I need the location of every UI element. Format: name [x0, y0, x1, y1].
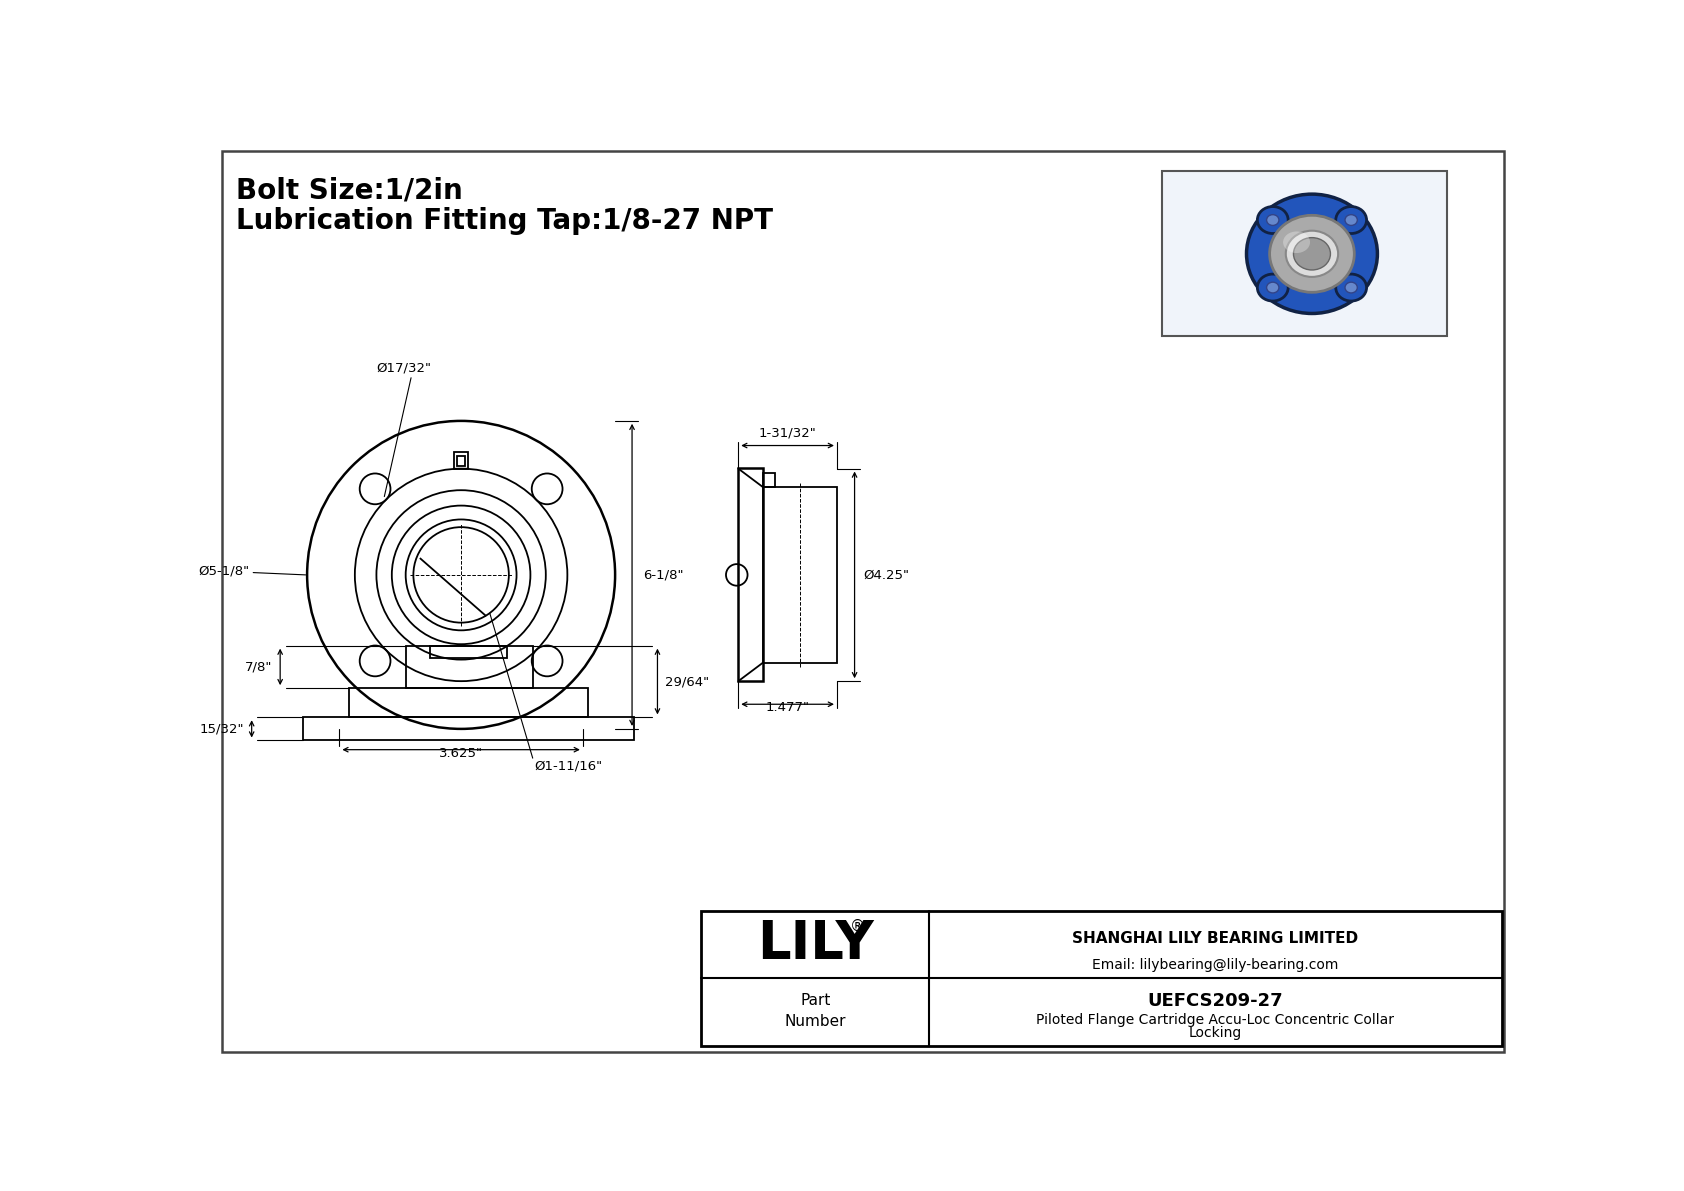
- Text: Ø5-1/8": Ø5-1/8": [199, 565, 249, 578]
- Text: UEFCS209-27: UEFCS209-27: [1147, 992, 1283, 1010]
- Bar: [763, 473, 775, 487]
- Bar: [350, 688, 588, 717]
- Ellipse shape: [1293, 238, 1330, 270]
- Ellipse shape: [1287, 231, 1339, 276]
- Text: 1-31/32": 1-31/32": [759, 426, 817, 439]
- Bar: [406, 646, 532, 688]
- Ellipse shape: [1258, 206, 1288, 233]
- Ellipse shape: [1258, 274, 1288, 301]
- Ellipse shape: [1346, 282, 1357, 293]
- Ellipse shape: [1266, 282, 1278, 293]
- Ellipse shape: [1283, 231, 1310, 252]
- Text: Ø4.25": Ø4.25": [864, 568, 909, 581]
- Text: Piloted Flange Cartridge Accu-Loc Concentric Collar: Piloted Flange Cartridge Accu-Loc Concen…: [1036, 1014, 1394, 1027]
- Bar: [458, 455, 465, 467]
- Bar: [701, 911, 1502, 1046]
- Bar: [1162, 170, 1447, 336]
- Ellipse shape: [1246, 194, 1378, 313]
- Text: Email: lilybearing@lily-bearing.com: Email: lilybearing@lily-bearing.com: [1091, 959, 1339, 972]
- Bar: [738, 468, 763, 681]
- Text: ®: ®: [850, 919, 866, 934]
- Text: LILY: LILY: [756, 918, 874, 969]
- Text: Ø1-11/16": Ø1-11/16": [534, 760, 603, 773]
- Text: Ø17/32": Ø17/32": [376, 362, 431, 375]
- Text: 6-1/8": 6-1/8": [643, 568, 684, 581]
- Text: 3.625": 3.625": [440, 747, 483, 760]
- Ellipse shape: [1266, 214, 1278, 225]
- Bar: [431, 646, 507, 659]
- Ellipse shape: [1270, 216, 1354, 292]
- Text: Part
Number: Part Number: [785, 993, 845, 1029]
- Text: 15/32": 15/32": [199, 723, 244, 735]
- Text: 1.477": 1.477": [766, 701, 810, 715]
- Text: Bolt Size:1/2in: Bolt Size:1/2in: [236, 176, 463, 204]
- Text: 7/8": 7/8": [246, 660, 273, 673]
- Ellipse shape: [1335, 206, 1366, 233]
- Bar: [763, 487, 837, 662]
- Bar: [455, 451, 468, 468]
- Ellipse shape: [1335, 274, 1366, 301]
- Text: 29/64": 29/64": [665, 675, 709, 688]
- Text: Locking: Locking: [1189, 1025, 1241, 1040]
- Text: SHANGHAI LILY BEARING LIMITED: SHANGHAI LILY BEARING LIMITED: [1073, 931, 1357, 946]
- Ellipse shape: [1346, 214, 1357, 225]
- Text: Lubrication Fitting Tap:1/8-27 NPT: Lubrication Fitting Tap:1/8-27 NPT: [236, 207, 773, 235]
- Bar: [303, 717, 635, 741]
